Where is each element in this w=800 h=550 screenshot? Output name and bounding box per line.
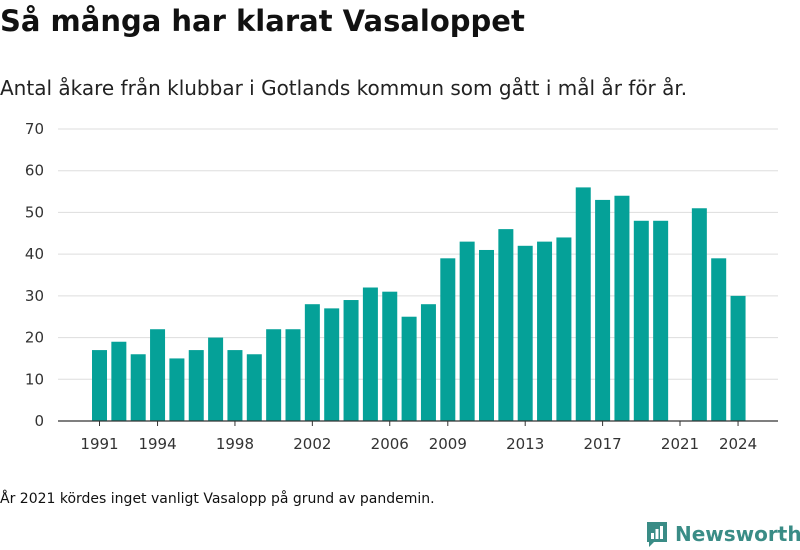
x-tick-label-2006: 2006 <box>371 435 409 453</box>
bar-2003 <box>324 308 340 421</box>
bar-1991 <box>92 350 107 421</box>
bar-2005 <box>362 287 378 421</box>
x-tick-label-1994: 1994 <box>138 435 176 453</box>
bar-2011 <box>479 249 494 421</box>
bar-1997 <box>208 337 224 421</box>
bar-1998 <box>227 350 243 421</box>
bar-2002 <box>304 304 320 421</box>
bar-2008 <box>420 304 436 421</box>
bar-2017 <box>595 199 611 421</box>
x-tick-label-2013: 2013 <box>506 435 544 453</box>
brand-name: Newsworthy <box>675 522 800 546</box>
bar-2015 <box>556 237 572 421</box>
bar-2020 <box>653 220 669 421</box>
y-tick-label-0: 0 <box>34 412 44 430</box>
bar-2000 <box>266 329 282 421</box>
bar-1994 <box>150 329 166 421</box>
y-tick-label-50: 50 <box>25 203 44 221</box>
bar-1996 <box>188 350 204 421</box>
y-tick-label-10: 10 <box>25 370 44 388</box>
bar-2016 <box>575 187 591 421</box>
bar-2006 <box>382 291 398 421</box>
footnote: År 2021 kördes inget vanligt Vasalopp på… <box>0 491 435 507</box>
y-tick-label-20: 20 <box>25 329 44 347</box>
bar-chart: 0 10 20 30 40 50 60 70 1991 1994 1998 2002 2006 2009 2… <box>25 120 778 453</box>
bar-2019 <box>633 220 649 421</box>
bar-2004 <box>343 300 359 421</box>
bar-1993 <box>130 354 146 421</box>
x-tick-label-1991: 1991 <box>80 435 118 453</box>
bar-2010 <box>459 241 475 421</box>
x-tick-label-2021: 2021 <box>661 435 699 453</box>
bar-1992 <box>111 341 127 421</box>
bar-2024 <box>730 295 746 421</box>
bar-1999 <box>246 354 262 421</box>
bar-2001 <box>285 329 301 421</box>
y-tick-label-30: 30 <box>25 287 44 305</box>
axes: 0 10 20 30 40 50 60 70 1991 1994 1998 2002 2006 2009 2… <box>25 120 778 453</box>
x-tick-label-2017: 2017 <box>584 435 622 453</box>
bar-2014 <box>537 241 553 421</box>
x-tick-label-2024: 2024 <box>719 435 757 453</box>
x-tick-label-1998: 1998 <box>216 435 254 453</box>
x-tick-label-2002: 2002 <box>293 435 331 453</box>
bar-2009 <box>440 258 456 421</box>
y-tick-label-60: 60 <box>25 162 44 180</box>
gridlines <box>58 128 778 380</box>
bar-2013 <box>517 245 533 421</box>
brand: Newsworthy <box>645 519 800 549</box>
bar-2023 <box>711 258 727 421</box>
y-tick-label-40: 40 <box>25 245 44 263</box>
x-tick-label-2009: 2009 <box>429 435 467 453</box>
bar-2007 <box>401 316 417 421</box>
bar-1995 <box>169 358 185 421</box>
bar-2018 <box>614 195 630 421</box>
bars <box>92 187 746 421</box>
y-tick-label-70: 70 <box>25 120 44 138</box>
chart-subtitle: Antal åkare från klubbar i Gotlands komm… <box>0 76 688 100</box>
bar-2012 <box>498 229 514 421</box>
chart-title: Så många har klarat Vasaloppet <box>0 4 525 38</box>
newsworthy-logo-icon <box>647 522 667 547</box>
bar-2022 <box>691 208 707 421</box>
